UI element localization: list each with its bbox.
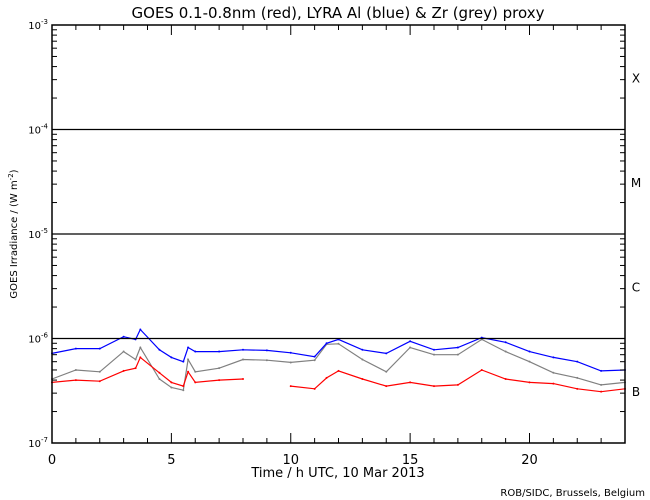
- x-tick-label: 10: [282, 453, 299, 468]
- y-axis-label: GOES Irradiance / (W m-2): [7, 169, 20, 298]
- y-axis-label-sup: -2: [7, 173, 15, 180]
- x-tick-labels: 0 5 10 15 20: [48, 453, 538, 468]
- series-goes-0-1-0-8nm: [51, 356, 626, 393]
- series-line: [51, 338, 626, 391]
- series-line: [290, 369, 626, 393]
- y-tick-label: 10-3: [28, 18, 48, 32]
- x-tick-label: 15: [402, 453, 419, 468]
- chart-title: GOES 0.1-0.8nm (red), LYRA Al (blue) & Z…: [132, 4, 545, 22]
- axis-ticks: [51, 25, 626, 443]
- y-tick-label: 10-4: [28, 123, 48, 137]
- flare-class-label: C: [632, 280, 640, 294]
- series-lyra-al-proxy: [51, 328, 626, 372]
- y-tick-label: 10-7: [28, 436, 48, 450]
- y-tick-label: 10-6: [28, 332, 48, 346]
- y-tick-labels: 10-3 10-4 10-5 10-6 10-7: [28, 18, 48, 450]
- x-tick-label: 5: [167, 453, 175, 468]
- series-layer: [51, 328, 626, 393]
- y-axis-label-end: ): [9, 169, 20, 173]
- flare-class-label: M: [631, 176, 641, 190]
- series-line: [51, 328, 626, 372]
- threshold-lines: [52, 128, 625, 340]
- x-tick-label: 0: [48, 453, 56, 468]
- y-tick-label: 10-5: [28, 227, 48, 241]
- series-line: [51, 356, 244, 387]
- x-axis-label: Time / h UTC, 10 Mar 2013: [250, 466, 424, 481]
- x-tick-label: 20: [521, 453, 538, 468]
- credit: ROB/SIDC, Brussels, Belgium: [500, 488, 645, 499]
- y-axis-label-main: GOES Irradiance / (W m: [9, 180, 20, 298]
- flare-class-label: X: [632, 71, 640, 85]
- flare-class-labels: X M C B: [631, 71, 641, 399]
- flare-class-label: B: [632, 385, 640, 399]
